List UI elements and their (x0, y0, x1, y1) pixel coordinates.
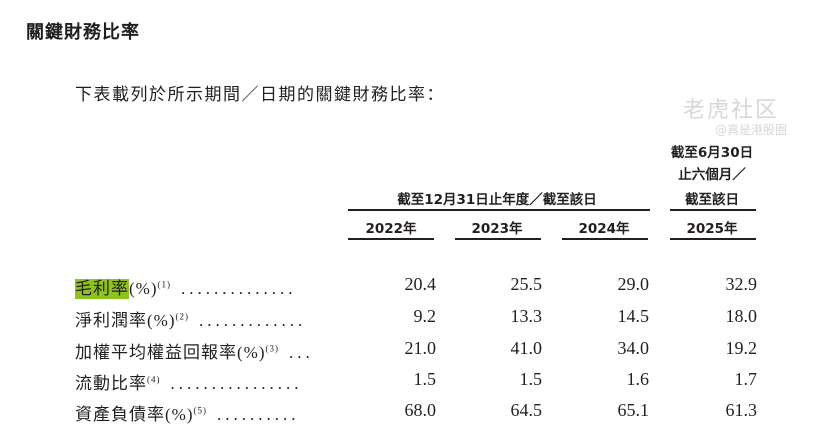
section-title: 關鍵財務比率 (26, 22, 140, 43)
table-row: 資產負債率(%)(5).......... 68.0 64.5 65.1 61.3 (75, 400, 765, 426)
value-cell: 65.1 (617, 400, 650, 420)
table-row: 毛利率(%)(1).............. 20.4 25.5 29.0 32.9 (75, 274, 765, 300)
leader-dots: ................ (170, 374, 303, 393)
value-cell: 32.9 (725, 274, 758, 294)
footnote-ref: (3) (265, 343, 279, 354)
year-2022: 2022年 (365, 221, 417, 237)
table-row: 流動比率(4)................ 1.5 1.5 1.6 1.7 (75, 369, 765, 395)
year-rule (455, 238, 541, 240)
watermark-brand: 老虎社区 (683, 98, 780, 123)
row-unit: (%) (165, 405, 194, 424)
value-cell: 34.0 (617, 338, 650, 358)
footnote-ref: (5) (193, 405, 207, 416)
value-cell: 64.5 (510, 400, 543, 420)
leader-dots: .......... (216, 405, 300, 424)
year-rule (670, 238, 756, 240)
value-cell: 1.5 (413, 369, 437, 389)
row-label: 毛利率(%)(1).............. (75, 274, 296, 299)
value-cell: 1.7 (734, 369, 758, 389)
row-label: 加權平均權益回報率(%)(3)... (75, 338, 314, 363)
table-row: 加權平均權益回報率(%)(3)... 21.0 41.0 34.0 19.2 (75, 338, 765, 364)
row-label-text: 淨利潤率 (75, 311, 147, 331)
leader-dots: ... (288, 343, 314, 362)
value-cell: 19.2 (725, 338, 758, 358)
row-label-text: 毛利率 (75, 279, 129, 299)
row-label: 淨利潤率(%)(2)............. (75, 306, 306, 331)
leader-dots: ............. (198, 311, 307, 330)
value-cell: 21.0 (404, 338, 437, 358)
value-cell: 61.3 (725, 400, 758, 420)
header-right-line1: 截至6月30日 (670, 145, 754, 161)
year-2023: 2023年 (471, 221, 523, 237)
year-rule (562, 238, 648, 240)
value-cell: 1.6 (626, 369, 650, 389)
row-unit: (%) (147, 311, 176, 330)
footnote-ref: (1) (157, 279, 171, 290)
header-group-left: 截至12月31日止年度／截至該日 (397, 192, 597, 208)
value-cell: 20.4 (404, 274, 437, 294)
table-row: 淨利潤率(%)(2)............. 9.2 13.3 14.5 18.0 (75, 306, 765, 332)
row-unit: (%) (237, 343, 266, 362)
footnote-ref: (2) (175, 311, 189, 322)
row-label: 流動比率(4)................ (75, 369, 303, 394)
year-2025: 2025年 (686, 221, 738, 237)
row-label-text: 流動比率 (75, 374, 147, 394)
header-right-line3: 截至該日 (685, 192, 739, 208)
row-unit: (%) (129, 279, 158, 298)
year-2024: 2024年 (578, 221, 630, 237)
year-rule (348, 238, 434, 240)
row-label-text: 資產負債率 (75, 405, 165, 425)
footnote-ref: (4) (147, 374, 161, 385)
header-right-line2: 止六個月／ (678, 167, 746, 183)
value-cell: 9.2 (413, 306, 437, 326)
intro-text: 下表載列於所示期間／日期的關鍵財務比率： (75, 85, 445, 105)
value-cell: 68.0 (404, 400, 437, 420)
value-cell: 13.3 (510, 306, 543, 326)
header-rule (348, 209, 650, 211)
value-cell: 1.5 (519, 369, 543, 389)
header-rule (670, 209, 756, 211)
value-cell: 18.0 (725, 306, 758, 326)
value-cell: 25.5 (510, 274, 543, 294)
row-label: 資產負債率(%)(5).......... (75, 400, 299, 425)
row-label-text: 加權平均權益回報率 (75, 343, 237, 363)
value-cell: 14.5 (617, 306, 650, 326)
value-cell: 29.0 (617, 274, 650, 294)
value-cell: 41.0 (510, 338, 543, 358)
watermark-handle: @真是港股圈 (715, 123, 788, 137)
leader-dots: .............. (180, 279, 297, 298)
